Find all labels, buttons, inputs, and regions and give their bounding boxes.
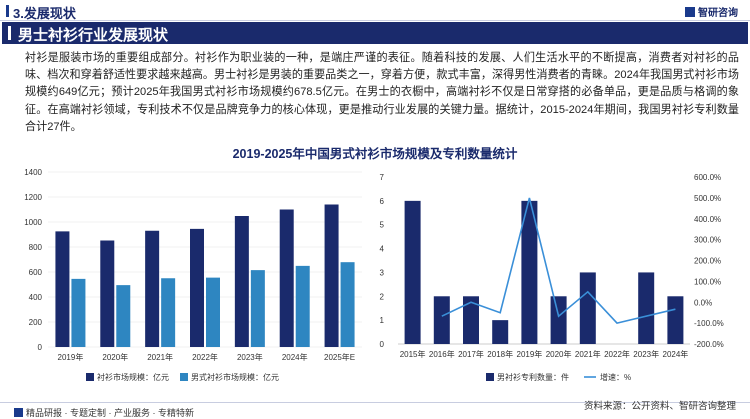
top-divider (0, 20, 750, 21)
y-right-tick-label: -100.0% (694, 319, 724, 328)
bar-mens (250, 270, 265, 347)
brand-logo: 智研咨询 (685, 4, 738, 19)
x-tick-label: 2024年 (663, 349, 689, 359)
top-bar: 3.发展现状 智研咨询 (0, 0, 750, 21)
bar-total (100, 240, 115, 347)
y-tick-label: 800 (29, 243, 43, 252)
y-right-tick-label: 0.0% (694, 298, 712, 307)
legend-swatch (180, 373, 188, 381)
footer-divider (0, 402, 750, 403)
bar-total (145, 230, 160, 347)
x-tick-label: 2022年 (192, 352, 218, 362)
x-tick-label: 2020年 (102, 352, 128, 362)
y-tick-label: 1000 (24, 218, 42, 227)
patent-bar (638, 272, 655, 344)
x-tick-label: 2019年 (517, 349, 543, 359)
legend-label: 衬衫市场规模：亿元 (97, 372, 169, 382)
x-tick-label: 2019年 (58, 352, 84, 362)
patent-bar (550, 296, 567, 344)
legend-label: 男式衬衫市场规模：亿元 (191, 372, 279, 382)
y-right-tick-label: 300.0% (694, 236, 721, 245)
bar-mens (161, 278, 176, 347)
x-tick-label: 2025年E (324, 352, 355, 362)
y-left-tick-label: 7 (380, 173, 385, 182)
section-marker (6, 5, 9, 17)
x-tick-label: 2023年 (633, 349, 659, 359)
bar-mens (71, 278, 86, 347)
x-tick-label: 2021年 (147, 352, 173, 362)
patent-bar (404, 200, 421, 344)
banner-accent (8, 26, 11, 40)
y-tick-label: 1400 (24, 168, 42, 177)
brand-name: 智研咨询 (698, 8, 738, 19)
x-tick-label: 2015年 (400, 349, 426, 359)
brand-icon (685, 7, 695, 17)
y-left-tick-label: 6 (380, 197, 385, 206)
patent-bar (667, 296, 684, 344)
bar-mens (206, 277, 220, 347)
patent-bar (521, 200, 538, 344)
footer-tagline: 精品研报 · 专题定制 · 产业服务 · 专精特新 (14, 406, 194, 419)
bar-total (324, 204, 339, 347)
title-banner: 男士衬衫行业发展现状 (2, 22, 748, 44)
bar-mens (116, 285, 131, 347)
footer-logo-icon (14, 408, 23, 417)
bar-total (234, 216, 249, 347)
y-right-tick-label: 100.0% (694, 277, 721, 286)
bar-total (190, 228, 204, 347)
bar-total (55, 231, 70, 347)
market-size-chart: 0 200 400 600 800 1000 1200 1400 2019年 2020年 2021年… (24, 168, 362, 382)
legend-label: 男衬衫专利数量：件 (497, 372, 569, 382)
chart-title: 2019-2025年中国男式衬衫市场规模及专利数量统计 (232, 147, 518, 161)
y-left-tick-label: 0 (380, 340, 385, 349)
x-tick-label: 2018年 (487, 349, 513, 359)
bar-mens (340, 262, 355, 347)
y-tick-label: 200 (29, 318, 43, 327)
patent-chart: 0 1 2 3 4 5 6 7 -200.0% -100.0% 0.0% 100.0% 200.0% 30… (380, 173, 724, 382)
y-right-tick-label: 600.0% (694, 173, 721, 182)
legend-swatch (86, 373, 94, 381)
y-right-tick-label: 200.0% (694, 257, 721, 266)
y-right-tick-label: 500.0% (694, 194, 721, 203)
x-tick-label: 2021年 (575, 349, 601, 359)
y-left-tick-label: 2 (380, 292, 385, 301)
y-left-tick-label: 3 (380, 268, 385, 277)
legend-swatch (486, 373, 494, 381)
y-tick-label: 0 (38, 343, 43, 352)
y-tick-label: 1200 (24, 193, 42, 202)
source-note: 资料来源：公开资料、智研咨询整理 (583, 401, 736, 412)
y-left-tick-label: 1 (380, 316, 385, 325)
y-tick-label: 600 (29, 268, 43, 277)
x-tick-label: 2023年 (237, 352, 263, 362)
legend-label: 增速：% (600, 372, 631, 382)
patent-bar (492, 320, 509, 344)
x-tick-label: 2020年 (546, 349, 572, 359)
x-tick-label: 2017年 (458, 349, 484, 359)
x-tick-label: 2024年 (282, 352, 308, 362)
y-right-tick-label: -200.0% (694, 340, 724, 349)
bar-total (279, 209, 294, 347)
x-tick-label: 2022年 (604, 349, 630, 359)
y-tick-label: 400 (29, 293, 43, 302)
section-title: 3.发展现状 (13, 6, 76, 21)
patent-bar (463, 296, 479, 344)
x-tick-label: 2016年 (429, 349, 455, 359)
y-left-tick-label: 4 (380, 245, 385, 254)
patent-bar (433, 296, 450, 344)
y-left-tick-label: 5 (380, 221, 385, 230)
intro-paragraph: 衬衫是服装市场的重要组成部分。衬衫作为职业装的一种，是端庄严谨的表征。随着科技的… (25, 52, 739, 133)
growth-line (441, 197, 676, 324)
page-title: 男士衬衫行业发展现状 (18, 27, 169, 44)
y-right-tick-label: 400.0% (694, 215, 721, 224)
footer-tagline-text: 精品研报 · 专题定制 · 产业服务 · 专精特新 (26, 408, 194, 418)
bar-mens (295, 265, 310, 347)
patent-bar (579, 272, 596, 344)
